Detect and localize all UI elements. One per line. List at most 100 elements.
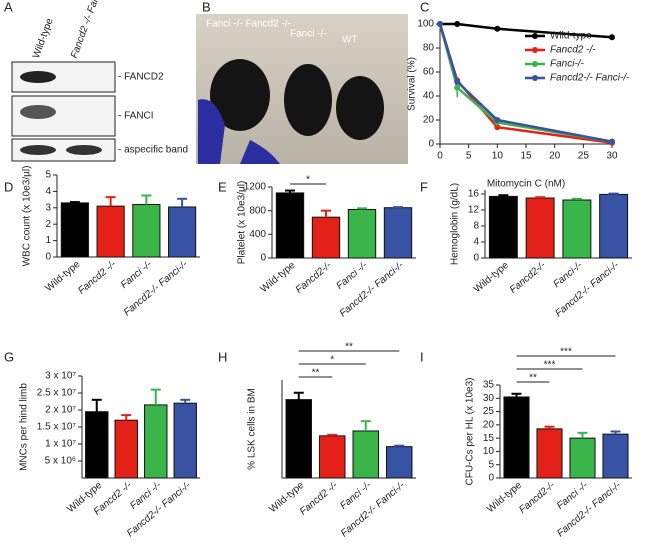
point <box>454 21 461 27</box>
x-tick-label: Wild-type <box>472 260 511 295</box>
legend-label: Wild-type <box>550 31 592 42</box>
x-tick-label: 20 <box>549 151 561 162</box>
y-axis-label: WBC count (x 10e3/µl) <box>22 166 33 267</box>
x-tick-label: 0 <box>437 151 443 162</box>
panel-letter: D <box>4 179 13 194</box>
band-label: - FANCI <box>118 111 154 122</box>
bar <box>569 437 596 479</box>
point <box>454 78 461 85</box>
y-tick-label: 40 <box>423 91 435 102</box>
x-tick-label: Fancd2 -/- <box>298 479 340 517</box>
y-tick-label: 20 <box>483 419 495 430</box>
point <box>437 21 443 27</box>
legend-marker <box>532 75 538 81</box>
series-line <box>440 22 613 39</box>
y-tick-label: 12 <box>468 205 480 216</box>
legend-label: Fancd2 -/- <box>550 45 596 56</box>
significance-label: ** <box>312 368 320 379</box>
point <box>494 25 501 32</box>
panel-letter: F <box>420 179 428 194</box>
bar <box>602 433 629 479</box>
y-tick-label: 5 x 10⁶ <box>45 456 76 467</box>
band <box>66 145 102 155</box>
point <box>494 117 501 123</box>
y-axis-label: Survival (%) <box>407 57 418 111</box>
bar <box>525 197 555 259</box>
y-axis-label: % LSK cells in BM <box>247 388 258 470</box>
panel-letter: I <box>420 349 424 364</box>
bar <box>352 430 379 479</box>
bar <box>132 204 161 258</box>
x-tick-label: Fancd2-/- Fanci-/- <box>338 259 406 319</box>
panel-letter: C <box>420 0 429 14</box>
y-tick-label: 4 <box>473 237 479 248</box>
x-tick-label: Fancd2-/- <box>517 479 557 515</box>
y-tick-label: 30 <box>483 393 495 404</box>
y-tick-label: 3 <box>45 202 51 213</box>
x-tick-label: 10 <box>492 151 504 162</box>
bar <box>173 402 197 479</box>
significance-label: *** <box>560 347 572 358</box>
bar <box>285 399 312 479</box>
y-tick-label: 1 <box>45 235 51 246</box>
y-tick-label: 80 <box>423 43 435 54</box>
panel-letter: A <box>4 0 13 14</box>
y-axis-label: MNCs per hind limb <box>19 383 30 471</box>
point <box>494 124 501 131</box>
x-tick-label: Fancd2-/- Fanci-/- <box>553 259 621 319</box>
legend-label: Fancd2-/- Fanci-/- <box>550 73 630 84</box>
y-tick-label: 35 <box>483 380 495 391</box>
bar <box>114 419 138 479</box>
x-tick-label: 5 <box>466 151 472 162</box>
point <box>454 84 461 91</box>
y-tick-label: 2 x 10⁷ <box>45 405 76 416</box>
bar <box>562 199 592 259</box>
band-label: - FANCD2 <box>118 72 164 83</box>
photo-label: WT <box>342 35 358 46</box>
y-tick-label: 100 <box>417 19 434 30</box>
y-axis-label: Hemoglobin (g/dL) <box>450 183 461 265</box>
legend-marker <box>532 61 538 67</box>
glove <box>198 99 225 164</box>
y-tick-label: 0 <box>45 252 51 263</box>
y-tick-label: 8 <box>473 221 479 232</box>
bar <box>168 206 197 258</box>
y-tick-label: 16 <box>468 189 480 200</box>
glove <box>240 140 280 164</box>
bar <box>347 208 377 259</box>
x-tick-label: 15 <box>520 151 532 162</box>
bar <box>96 205 125 258</box>
y-tick-label: 1.5 x 10⁷ <box>37 422 77 433</box>
significance-label: * <box>330 355 334 366</box>
y-tick-label: 5 <box>45 170 51 181</box>
y-tick-label: 1 x 10⁷ <box>45 439 76 450</box>
y-tick-label: 10 <box>483 446 495 457</box>
x-tick-label: Fanci-/- <box>551 259 585 290</box>
x-tick-label: Fancd2-/- <box>294 259 334 295</box>
legend-marker <box>532 33 538 39</box>
band-label: - aspecific band <box>118 145 188 156</box>
blot-box <box>11 138 116 162</box>
x-tick-label: Wild-type <box>259 260 298 295</box>
y-tick-label: 5 <box>488 459 494 470</box>
point <box>609 138 615 145</box>
significance-label: ** <box>345 342 353 353</box>
y-tick-label: 3 x 10⁷ <box>45 371 76 382</box>
y-tick-label: 0 <box>428 139 434 150</box>
y-tick-label: 2 <box>45 219 51 230</box>
y-tick-label: 800 <box>249 205 266 216</box>
significance-label: *** <box>544 360 556 371</box>
bar <box>85 411 109 479</box>
mouse <box>336 76 384 140</box>
bar <box>60 202 89 258</box>
lane-label: Wild-type <box>31 17 56 60</box>
bar <box>386 446 413 479</box>
band <box>20 105 56 119</box>
y-axis-label: Platelet (x 10e3/µl) <box>237 181 248 265</box>
y-tick-label: 2.5 x 10⁷ <box>37 388 77 399</box>
y-tick-label: 20 <box>423 115 435 126</box>
panel-letter: E <box>218 179 227 194</box>
bar <box>311 216 341 259</box>
x-tick-label: Fancd2 -/- <box>76 258 118 296</box>
